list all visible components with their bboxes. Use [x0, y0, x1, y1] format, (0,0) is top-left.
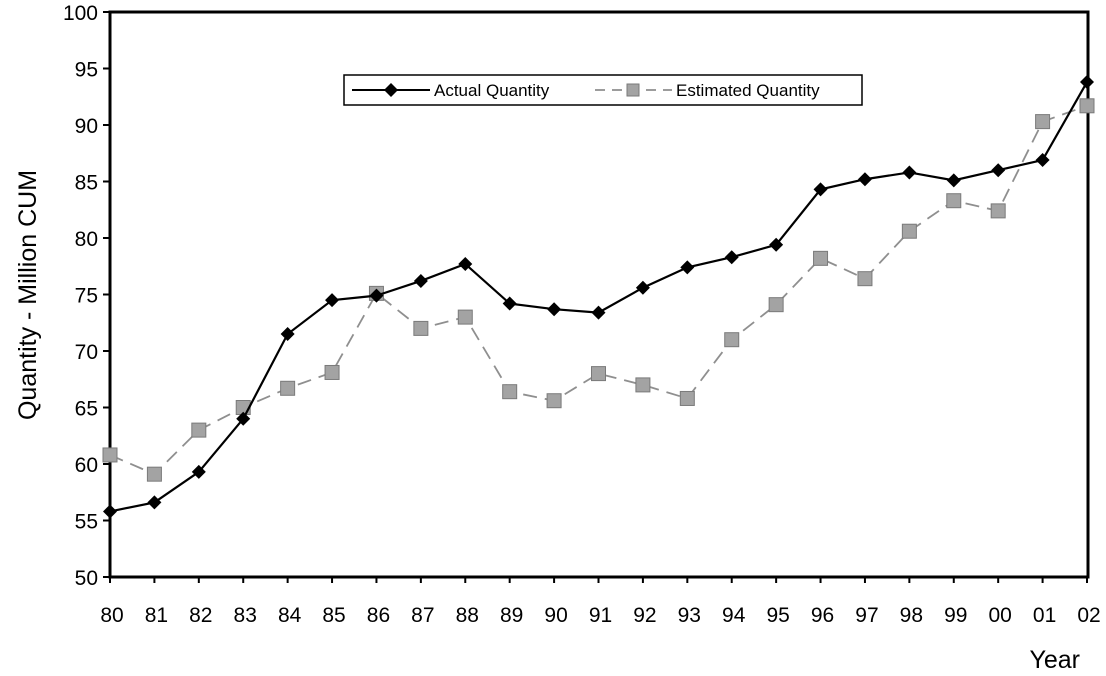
actual-quantity-marker [369, 288, 384, 303]
x-tick-label: 85 [322, 604, 345, 627]
x-tick-label: 89 [500, 604, 523, 627]
x-axis-label: Year [1029, 646, 1080, 674]
actual-quantity-marker [147, 495, 162, 510]
actual-quantity-marker [857, 172, 872, 187]
actual-quantity-marker [547, 302, 562, 317]
estimated-quantity-marker [413, 320, 429, 336]
estimated-quantity-marker [1035, 114, 1051, 130]
estimated-quantity-marker [635, 377, 651, 393]
estimated-quantity-marker [457, 309, 473, 325]
estimated-quantity-marker [146, 466, 162, 482]
x-tick-label: 91 [589, 604, 612, 627]
y-tick-label: 50 [75, 567, 98, 590]
x-tick-label: 87 [411, 604, 434, 627]
actual-quantity-marker [991, 163, 1006, 178]
estimated-quantity-marker [502, 384, 518, 400]
estimated-quantity-marker [102, 447, 118, 463]
legend-estimated-label: Estimated Quantity [676, 81, 820, 100]
x-tick-label: 82 [189, 604, 212, 627]
estimated-quantity-marker [324, 364, 340, 380]
legend-box [343, 74, 863, 106]
actual-quantity-marker [1035, 153, 1050, 168]
y-axis-tick-labels: 50 55 60 65 70 75 80 85 90 95 100 [63, 2, 98, 590]
actual-quantity-marker [502, 296, 517, 311]
actual-quantity-marker [325, 293, 340, 308]
x-tick-label: 95 [766, 604, 789, 627]
legend: Actual Quantity Estimated Quantity [343, 74, 863, 106]
actual-quantity-marker [413, 273, 428, 288]
x-axis-ticks [109, 577, 1088, 583]
actual-quantity-marker [1080, 75, 1094, 90]
estimated-quantity-marker [591, 366, 606, 382]
x-tick-label: 01 [1033, 604, 1056, 627]
x-tick-label: 86 [367, 604, 390, 627]
actual-quantity-marker [946, 173, 961, 188]
x-tick-label: 98 [900, 604, 923, 627]
actual-quantity-marker [724, 250, 739, 265]
estimated-quantity-marker [901, 223, 917, 239]
y-tick-label: 85 [75, 172, 98, 195]
estimated-quantity-marker [191, 422, 207, 438]
x-tick-label: 00 [989, 604, 1012, 627]
estimated-quantity-marker [724, 332, 740, 348]
x-tick-label: 81 [145, 604, 168, 627]
estimated-quantity-marker [857, 271, 873, 287]
estimated-quantity-marker [280, 380, 296, 396]
x-tick-label: 96 [811, 604, 834, 627]
x-tick-label: 88 [456, 604, 479, 627]
estimated-quantity-marker [990, 203, 1006, 219]
x-tick-label: 93 [678, 604, 701, 627]
y-tick-label: 65 [75, 398, 98, 421]
actual-quantity-marker [591, 305, 606, 320]
estimated-quantity-marker [679, 390, 695, 406]
legend-actual-marker [384, 83, 398, 97]
y-axis-label: Quantity - Million CUM [14, 170, 42, 420]
x-tick-label: 83 [234, 604, 257, 627]
actual-quantity-marker [769, 237, 784, 252]
y-tick-label: 95 [75, 59, 98, 82]
x-tick-label: 99 [944, 604, 967, 627]
y-tick-label: 75 [75, 285, 98, 308]
y-tick-label: 60 [75, 454, 98, 477]
legend-actual-label: Actual Quantity [434, 81, 550, 100]
x-tick-label: 92 [633, 604, 656, 627]
x-tick-label: 80 [100, 604, 123, 627]
estimated-quantity-marker [546, 393, 562, 409]
actual-quantity-marker [458, 256, 473, 271]
series-layer [102, 75, 1095, 519]
actual-quantity-marker [191, 464, 206, 479]
x-tick-label: 90 [544, 604, 567, 627]
y-tick-label: 100 [63, 2, 98, 25]
x-tick-label: 02 [1077, 604, 1100, 627]
actual-quantity-marker [902, 165, 917, 180]
x-tick-label: 97 [855, 604, 878, 627]
x-tick-label: 84 [278, 604, 302, 627]
x-axis-tick-labels: 80 81 82 83 84 85 86 87 88 89 90 91 92 93 94 95 96 97 98 99… [100, 604, 1100, 627]
y-tick-label: 90 [75, 115, 98, 138]
y-tick-label: 80 [75, 228, 98, 251]
plot-area-frame [108, 10, 1090, 579]
y-tick-label: 70 [75, 341, 98, 364]
y-axis-ticks [103, 11, 110, 578]
estimated-quantity-marker [768, 297, 784, 313]
y-tick-label: 55 [75, 511, 98, 534]
actual-quantity-marker [236, 411, 251, 426]
actual-quantity-marker [813, 182, 828, 197]
actual-quantity-marker [103, 504, 117, 519]
legend-estimated-marker [626, 83, 640, 97]
estimated-quantity-marker [1079, 98, 1095, 114]
actual-quantity-marker [680, 260, 695, 275]
actual-quantity-marker [635, 280, 650, 295]
estimated-quantity-marker [946, 193, 962, 209]
actual-quantity-marker [280, 327, 295, 342]
x-tick-label: 94 [722, 604, 746, 627]
estimated-quantity-marker [813, 250, 829, 266]
